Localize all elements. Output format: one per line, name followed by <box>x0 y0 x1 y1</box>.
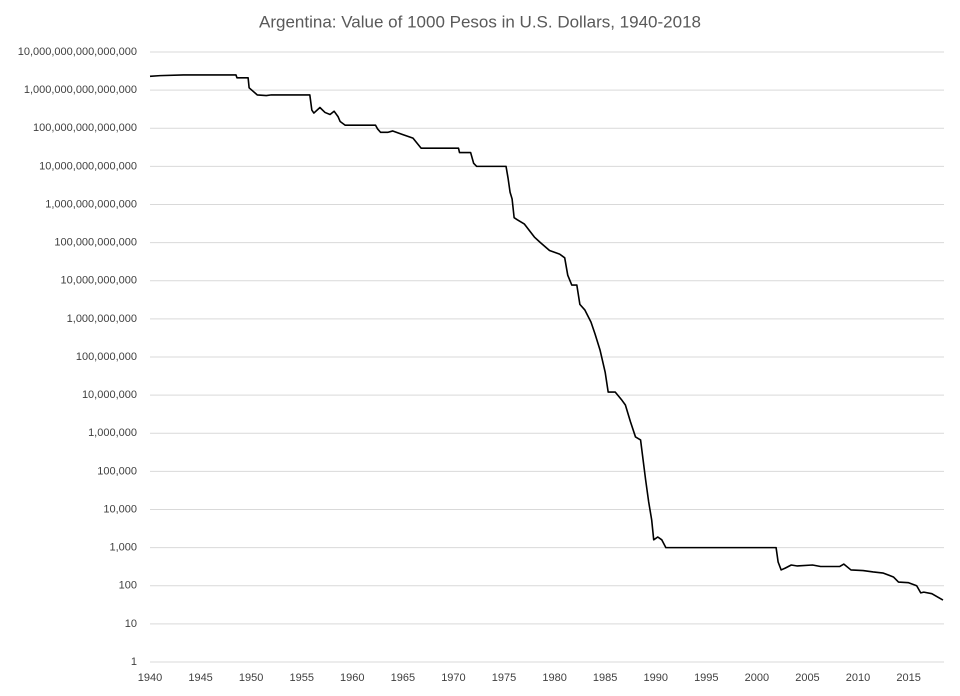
x-tick-label: 1985 <box>593 672 617 684</box>
y-tick-label: 100,000,000,000,000 <box>33 122 137 134</box>
y-tick-label: 10,000,000,000 <box>61 275 137 287</box>
y-tick-label: 10,000 <box>103 503 137 515</box>
y-tick-label: 1,000,000,000,000 <box>45 198 137 210</box>
x-tick-label: 1940 <box>138 672 162 684</box>
y-tick-label: 10,000,000,000,000 <box>39 160 137 172</box>
y-tick-label: 100,000,000 <box>76 351 137 363</box>
x-tick-label: 1995 <box>694 672 718 684</box>
y-tick-label: 100 <box>119 580 137 592</box>
x-tick-label: 1990 <box>643 672 667 684</box>
x-tick-label: 1960 <box>340 672 364 684</box>
y-tick-label: 100,000 <box>97 465 137 477</box>
x-tick-label: 1965 <box>391 672 415 684</box>
x-tick-label: 1970 <box>441 672 465 684</box>
x-tick-label: 2000 <box>745 672 769 684</box>
x-tick-label: 2010 <box>846 672 870 684</box>
y-tick-label: 1 <box>131 656 137 668</box>
x-tick-label: 1955 <box>289 672 313 684</box>
y-tick-label: 1,000,000,000 <box>67 313 137 325</box>
y-tick-label: 1,000,000,000,000,000 <box>24 84 137 96</box>
x-tick-label: 1980 <box>542 672 566 684</box>
y-tick-label: 10,000,000,000,000,000 <box>18 46 137 58</box>
x-tick-label: 2005 <box>795 672 819 684</box>
y-tick-label: 1,000,000 <box>88 427 137 439</box>
x-tick-label: 1945 <box>188 672 212 684</box>
y-tick-label: 100,000,000,000 <box>54 237 137 249</box>
x-tick-label: 1975 <box>492 672 516 684</box>
data-line <box>149 74 944 601</box>
y-tick-label: 10,000,000 <box>82 389 137 401</box>
y-tick-label: 1,000 <box>109 542 137 554</box>
x-tick-label: 1950 <box>239 672 263 684</box>
x-tick-label: 2015 <box>896 672 920 684</box>
y-tick-label: 10 <box>125 618 137 630</box>
chart-title: Argentina: Value of 1000 Pesos in U.S. D… <box>259 12 701 31</box>
